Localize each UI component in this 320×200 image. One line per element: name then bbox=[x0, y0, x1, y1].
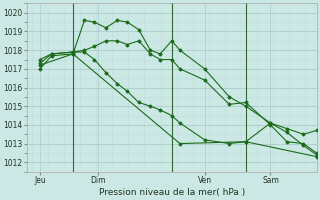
X-axis label: Pression niveau de la mer( hPa ): Pression niveau de la mer( hPa ) bbox=[99, 188, 245, 197]
